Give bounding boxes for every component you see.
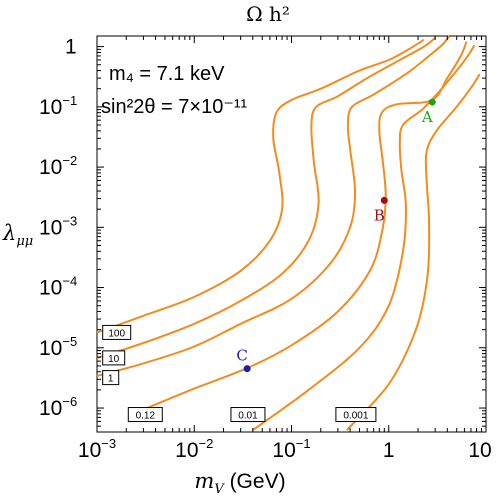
contour-label-5: 0.001 (343, 411, 368, 422)
x-axis-symbol: m (194, 469, 214, 493)
contour-label-box-3 (127, 407, 163, 423)
contour-line-5 (346, 73, 481, 431)
y-tick-label: 10−5 (39, 334, 77, 360)
y-axis-symbol: λ (2, 221, 16, 245)
point-label-c: C (236, 347, 247, 365)
contour-line-2 (96, 35, 451, 377)
contour-line-4 (252, 44, 476, 431)
contour-label-3: 0.12 (136, 411, 156, 422)
point-a (428, 98, 436, 106)
annotation-mass: m₄ = 7.1 keV (109, 63, 225, 85)
y-axis-subscript: μμ (16, 234, 33, 249)
contour-label-0: 100 (108, 328, 125, 339)
point-label-a: A (421, 108, 433, 126)
x-axis-unit: (GeV) (224, 470, 286, 493)
contour-label-box-2 (102, 370, 120, 386)
contour-label-box-1 (102, 350, 126, 366)
contour-curves (96, 35, 481, 431)
chart-title: Ω h² (246, 2, 290, 26)
contour-label-1: 10 (108, 354, 120, 365)
y-tick-label: 10−3 (39, 213, 77, 239)
x-axis-label: mV (GeV) (194, 469, 285, 497)
y-tick-label: 1 (65, 36, 77, 59)
y-tick-label: 10−2 (39, 153, 77, 179)
contour-label-box-4 (230, 407, 266, 423)
contour-line-0 (96, 38, 425, 334)
contour-label-box-5 (335, 407, 377, 423)
y-tick-label: 10−1 (39, 93, 77, 119)
x-tick-label: 10−3 (78, 436, 116, 462)
contour-label-box-0 (102, 324, 132, 340)
contour-line-1 (96, 37, 436, 359)
x-tick-label: 10−1 (272, 436, 310, 462)
x-tick-label: 10 (468, 439, 491, 462)
axis-ticks: 10−3 10−2 10−1 1 10 1 10−1 10−2 10−3 10−4 10−5 10−6 (39, 36, 492, 462)
contour-label-4: 0.01 (238, 411, 258, 422)
point-c (243, 365, 251, 373)
point-b (380, 196, 388, 204)
y-axis-label: λμμ (2, 221, 33, 249)
annotation-mixing: sin²2θ = 7×10⁻¹¹ (101, 96, 248, 118)
y-tick-label: 10−4 (39, 274, 77, 300)
x-axis-subscript: V (214, 482, 225, 497)
y-tick-label: 10−6 (39, 394, 77, 420)
contour-labels: 100 10 1 0.12 0.01 0.001 (102, 324, 377, 423)
contour-label-2: 1 (108, 374, 114, 385)
x-tick-label: 10−2 (175, 436, 213, 462)
benchmark-points: A B C (236, 98, 436, 373)
x-tick-label: 1 (383, 439, 395, 462)
point-label-b: B (374, 206, 385, 224)
